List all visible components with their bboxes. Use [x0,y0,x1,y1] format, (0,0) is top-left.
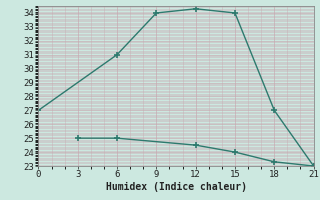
X-axis label: Humidex (Indice chaleur): Humidex (Indice chaleur) [106,182,246,192]
